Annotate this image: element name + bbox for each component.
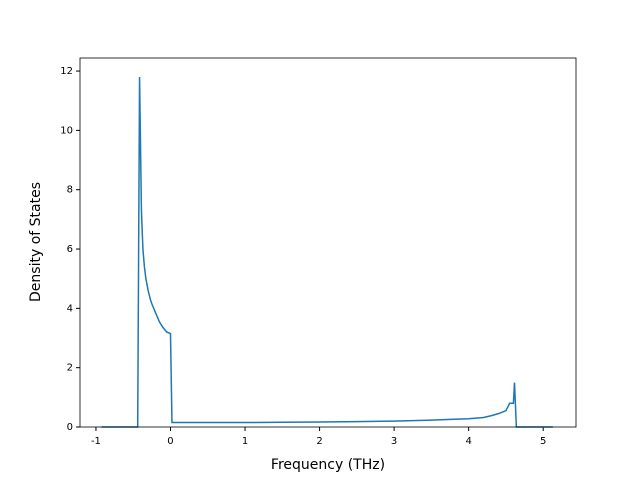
y-tick-label: 2 (67, 363, 73, 374)
x-tick-label: 1 (242, 436, 248, 447)
y-tick-label: 0 (67, 422, 73, 433)
y-axis-label: Density of States (28, 182, 44, 302)
plot-frame (79, 57, 577, 428)
x-tick-label: -1 (91, 436, 101, 447)
x-tick-label: 2 (316, 436, 322, 447)
x-tick-label: 4 (465, 436, 471, 447)
y-tick-label: 8 (67, 185, 73, 196)
data-line (101, 76, 553, 428)
x-tick-label: 0 (167, 436, 173, 447)
y-tick-label: 12 (60, 66, 73, 77)
x-tick-label: 5 (540, 436, 546, 447)
x-tick-label: 3 (391, 436, 397, 447)
y-tick-label: 6 (67, 244, 73, 255)
x-axis-label: Frequency (THz) (271, 457, 385, 473)
y-tick-label: 4 (67, 303, 73, 314)
y-tick-label: 10 (60, 125, 73, 136)
